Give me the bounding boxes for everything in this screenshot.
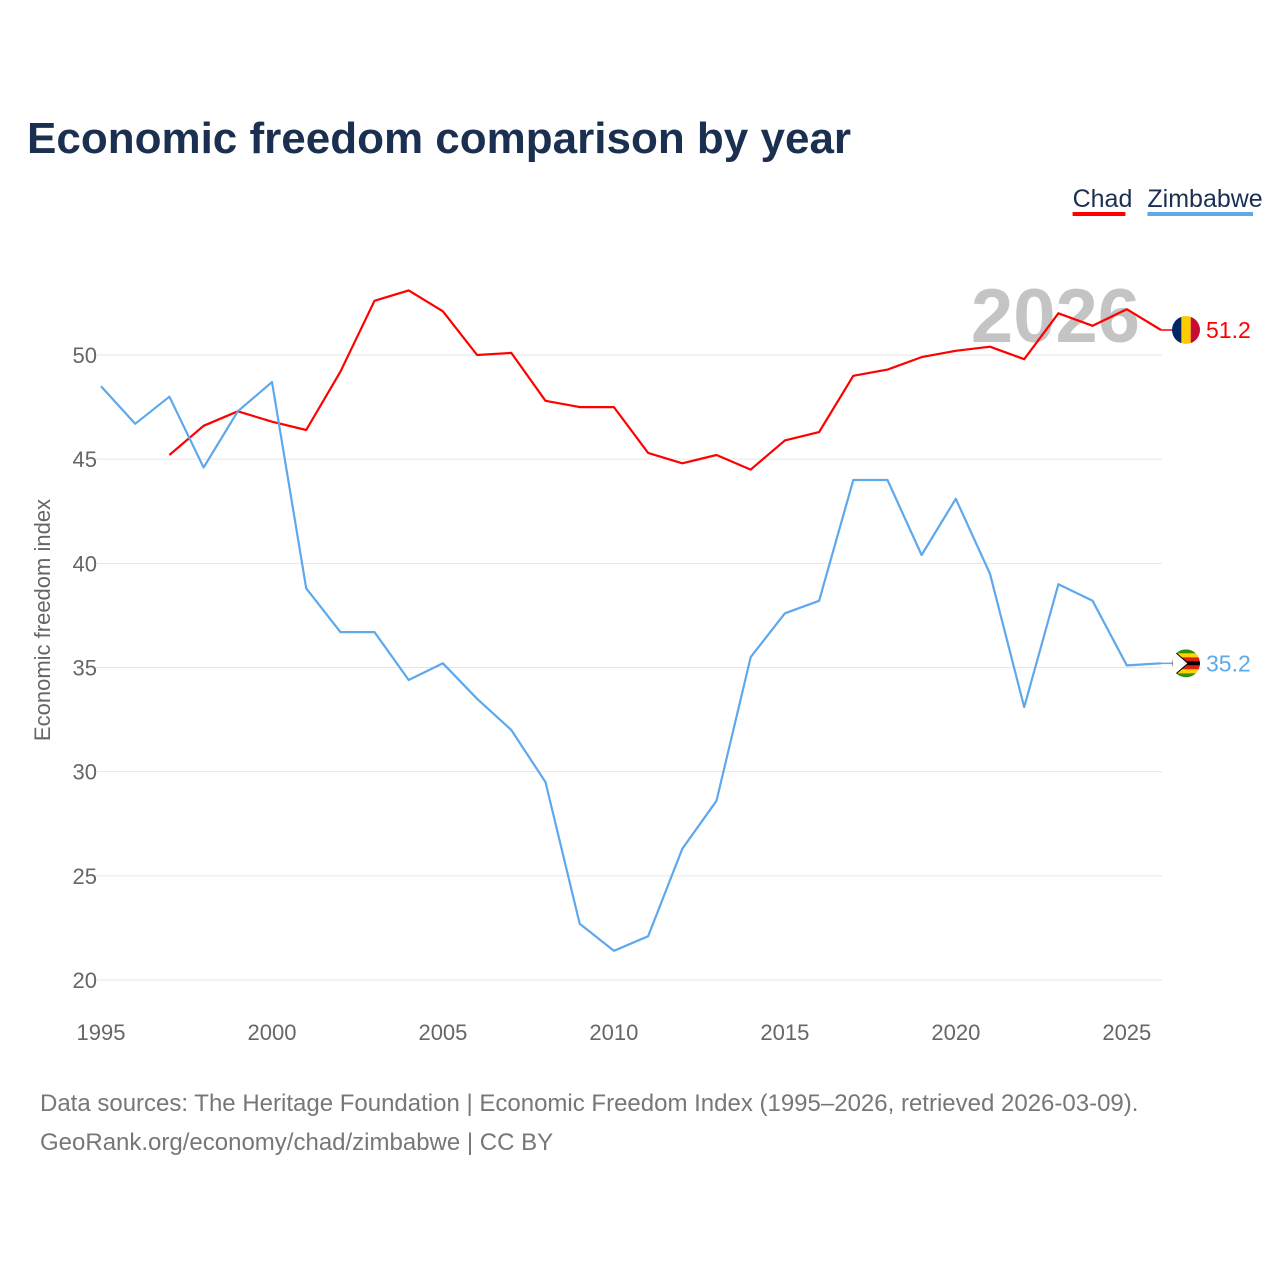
x-tick-label: 2000 (247, 1020, 296, 1045)
legend: Chad Zimbabwe (1072, 185, 1263, 216)
series-line-zimbabwe (100, 381, 1162, 952)
x-tick-label: 1995 (77, 1020, 126, 1045)
y-axis-label: Economic freedom index (30, 499, 55, 741)
legend-swatch (1072, 212, 1126, 216)
legend-swatch (1147, 212, 1253, 216)
x-tick-label: 2020 (931, 1020, 980, 1045)
y-tick-label: 40 (73, 551, 97, 576)
series-lines: 51.2 35.2 (100, 289, 1251, 952)
y-tick-label: 30 (73, 760, 97, 785)
end-value-label: 35.2 (1206, 650, 1251, 676)
x-tick-label: 2005 (418, 1020, 467, 1045)
y-tick-label: 50 (73, 343, 97, 368)
y-tick-label: 20 (73, 968, 97, 993)
legend-item-chad[interactable]: Chad (1073, 185, 1133, 213)
chad-flag-icon (1172, 316, 1200, 344)
end-value-label: 51.2 (1206, 317, 1251, 343)
x-tick-label: 2015 (760, 1020, 809, 1045)
series-line-chad (168, 289, 1162, 471)
footer-line1: Data sources: The Heritage Foundation | … (40, 1090, 1138, 1117)
chart-title: Economic freedom comparison by year (27, 114, 851, 163)
y-tick-label: 25 (73, 864, 97, 889)
footer-line2: GeoRank.org/economy/chad/zimbabwe | CC B… (40, 1129, 553, 1156)
x-tick-label: 2010 (589, 1020, 638, 1045)
gridlines (95, 354, 1162, 981)
zimbabwe-flag-icon (1172, 649, 1200, 678)
legend-item-zimbabwe[interactable]: Zimbabwe (1147, 185, 1262, 213)
y-tick-label: 35 (73, 656, 97, 681)
x-tick-label: 2025 (1102, 1020, 1151, 1045)
y-tick-label: 45 (73, 447, 97, 472)
